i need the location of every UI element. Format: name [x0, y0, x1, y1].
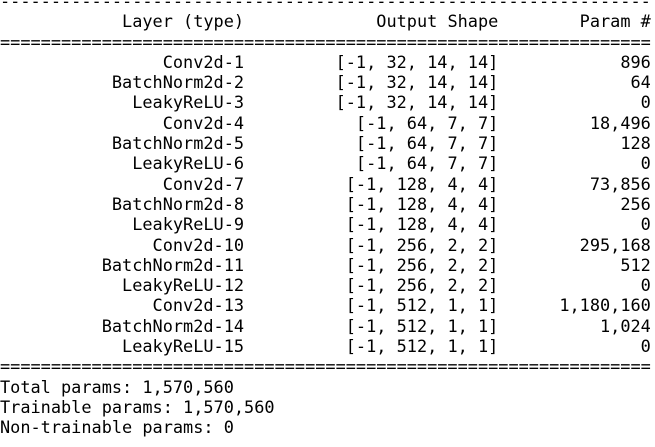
- layer-name: LeakyReLU-3: [40, 92, 245, 113]
- output-shape: [-1, 128, 4, 4]: [244, 193, 499, 214]
- param-count: 256: [498, 193, 651, 214]
- table-row: LeakyReLU-3 [-1, 32, 14, 14] 0: [0, 92, 655, 112]
- param-count: 512: [498, 254, 651, 275]
- layer-name: LeakyReLU-6: [40, 153, 245, 174]
- layer-name: LeakyReLU-15: [40, 336, 245, 357]
- output-shape: [-1, 512, 1, 1]: [244, 336, 499, 357]
- param-count: 1,024: [498, 315, 651, 336]
- output-shape: [-1, 32, 14, 14]: [244, 72, 499, 93]
- param-count: 1,180,160: [498, 295, 651, 316]
- table-row: BatchNorm2d-5 [-1, 64, 7, 7] 128: [0, 133, 655, 153]
- layer-name: Conv2d-7: [40, 173, 245, 194]
- param-count: 128: [498, 133, 651, 154]
- layer-name: BatchNorm2d-5: [40, 133, 245, 154]
- output-shape: [-1, 128, 4, 4]: [244, 173, 499, 194]
- layer-name: Conv2d-1: [40, 51, 245, 72]
- output-shape: [-1, 32, 14, 14]: [244, 92, 499, 113]
- layer-name: BatchNorm2d-2: [40, 72, 245, 93]
- table-row: LeakyReLU-15 [-1, 512, 1, 1] 0: [0, 336, 655, 356]
- footer-equals-rule: ========================================…: [0, 356, 651, 377]
- layer-name: BatchNorm2d-11: [40, 254, 245, 275]
- table-row: BatchNorm2d-11 [-1, 256, 2, 2] 512: [0, 255, 655, 275]
- layer-name: LeakyReLU-9: [40, 214, 245, 235]
- output-shape: [-1, 64, 7, 7]: [244, 133, 499, 154]
- table-row: Conv2d-10 [-1, 256, 2, 2] 295,168: [0, 235, 655, 255]
- param-count: 0: [498, 92, 651, 113]
- layer-name: Conv2d-4: [40, 112, 245, 133]
- table-row: Conv2d-4 [-1, 64, 7, 7] 18,496: [0, 113, 655, 133]
- layer-name: Conv2d-13: [40, 295, 245, 316]
- layer-table: Conv2d-1 [-1, 32, 14, 14] 896 BatchNorm2…: [0, 52, 655, 356]
- non-trainable-params: Non-trainable params: 0: [0, 417, 234, 438]
- header-row: Layer (type) Output Shape Param #: [0, 11, 655, 31]
- header-equals-rule: ========================================…: [0, 31, 651, 52]
- layer-name: Conv2d-10: [40, 234, 245, 255]
- param-count: 18,496: [498, 112, 651, 133]
- model-summary: ----------------------------------------…: [0, 0, 655, 438]
- output-shape: [-1, 32, 14, 14]: [244, 51, 499, 72]
- header-output-shape: Output Shape: [244, 11, 499, 32]
- output-shape: [-1, 128, 4, 4]: [244, 214, 499, 235]
- output-shape: [-1, 512, 1, 1]: [244, 295, 499, 316]
- output-shape: [-1, 256, 2, 2]: [244, 275, 499, 296]
- output-shape: [-1, 256, 2, 2]: [244, 234, 499, 255]
- output-shape: [-1, 256, 2, 2]: [244, 254, 499, 275]
- param-count: 73,856: [498, 173, 651, 194]
- layer-name: BatchNorm2d-14: [40, 315, 245, 336]
- top-dash-rule: ----------------------------------------…: [0, 0, 651, 11]
- table-row: LeakyReLU-9 [-1, 128, 4, 4] 0: [0, 214, 655, 234]
- table-row: Conv2d-13 [-1, 512, 1, 1] 1,180,160: [0, 295, 655, 315]
- table-row: LeakyReLU-12 [-1, 256, 2, 2] 0: [0, 275, 655, 295]
- output-shape: [-1, 64, 7, 7]: [244, 153, 499, 174]
- header-layer: Layer (type): [40, 11, 245, 32]
- layer-name: BatchNorm2d-8: [40, 193, 245, 214]
- table-row: BatchNorm2d-2 [-1, 32, 14, 14] 64: [0, 72, 655, 92]
- param-count: 295,168: [498, 234, 651, 255]
- output-shape: [-1, 64, 7, 7]: [244, 112, 499, 133]
- output-shape: [-1, 512, 1, 1]: [244, 315, 499, 336]
- table-row: LeakyReLU-6 [-1, 64, 7, 7] 0: [0, 153, 655, 173]
- trainable-params: Trainable params: 1,570,560: [0, 396, 275, 417]
- table-row: BatchNorm2d-8 [-1, 128, 4, 4] 256: [0, 194, 655, 214]
- table-row: Conv2d-7 [-1, 128, 4, 4] 73,856: [0, 174, 655, 194]
- param-count: 0: [498, 336, 651, 357]
- table-row: Conv2d-1 [-1, 32, 14, 14] 896: [0, 52, 655, 72]
- param-count: 64: [498, 72, 651, 93]
- layer-name: LeakyReLU-12: [40, 275, 245, 296]
- param-count: 0: [498, 275, 651, 296]
- param-count: 0: [498, 153, 651, 174]
- param-count: 896: [498, 51, 651, 72]
- header-param-count: Param #: [498, 11, 651, 32]
- param-count: 0: [498, 214, 651, 235]
- total-params: Total params: 1,570,560: [0, 376, 234, 397]
- table-row: BatchNorm2d-14 [-1, 512, 1, 1] 1,024: [0, 316, 655, 336]
